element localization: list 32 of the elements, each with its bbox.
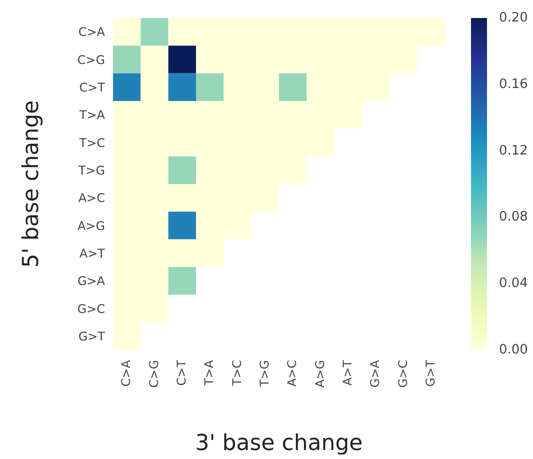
x-tick-label: A>C — [285, 360, 300, 387]
color-bar-label: 0.00 — [499, 342, 528, 358]
x-tick-label: C>T — [174, 359, 188, 386]
x-tick-label: C>A — [119, 359, 134, 387]
x-tick-label: G>A — [368, 359, 382, 388]
y-tick-label: C>T — [79, 80, 106, 94]
y-tick-label: G>C — [77, 302, 105, 316]
x-tick-label: G>C — [396, 360, 410, 388]
x-tick-label: T>A — [202, 359, 216, 387]
color-bar-label: 0.16 — [499, 76, 528, 92]
color-bar-label: 0.04 — [499, 276, 528, 292]
x-tick-label: T>C — [230, 360, 244, 387]
y-tick-label: T>G — [77, 163, 105, 178]
color-bar-label: 0.20 — [499, 10, 528, 26]
x-tick-label: G>T — [423, 359, 438, 387]
x-tick-label: A>T — [340, 359, 354, 386]
y-tick-label: C>A — [78, 25, 106, 40]
color-bar-label: 0.12 — [499, 143, 528, 158]
color-bar-label: 0.08 — [499, 210, 528, 225]
x-axis-title: 3' base change — [195, 431, 363, 456]
x-tick-label: T>G — [257, 360, 272, 388]
y-tick-label: A>G — [77, 218, 105, 233]
y-tick-label: G>T — [78, 329, 106, 344]
y-tick-label: G>A — [77, 274, 106, 288]
x-tick-label: A>G — [312, 360, 327, 388]
y-tick-label: T>A — [78, 108, 106, 122]
x-tick-label: C>G — [146, 360, 161, 388]
y-tick-label: A>T — [79, 246, 106, 260]
y-tick-label: T>C — [78, 136, 105, 150]
y-tick-label: A>C — [78, 191, 105, 206]
y-tick-label: C>G — [77, 52, 105, 67]
y-axis-title: 5' base change — [19, 100, 44, 268]
